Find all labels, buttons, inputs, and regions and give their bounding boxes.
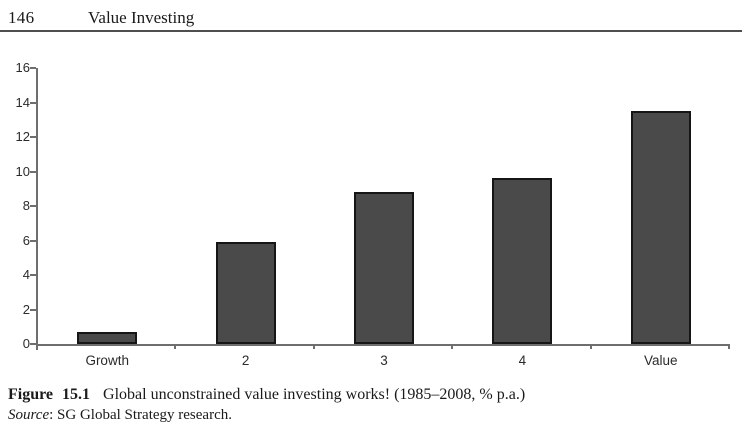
y-tick-label: 14 — [15, 94, 30, 110]
y-tick-mark — [30, 170, 36, 173]
x-category-label: 2 — [241, 353, 250, 368]
page-header: 146 Value Investing — [0, 0, 742, 32]
figure-caption: Figure 15.1 Global unconstrained value in… — [8, 385, 525, 425]
x-category-label: Value — [644, 353, 678, 368]
bar — [630, 111, 691, 344]
bar — [354, 192, 414, 344]
source-line: Source: SG Global Strategy research. — [8, 405, 525, 425]
x-category-label: Growth — [85, 353, 129, 368]
bar — [215, 242, 276, 344]
running-title: Value Investing — [88, 8, 195, 27]
y-tick-label: 16 — [15, 60, 30, 75]
x-tick-mark — [728, 344, 730, 349]
y-tick-label: 10 — [15, 163, 30, 179]
y-tick-mark — [30, 239, 36, 242]
figure-title: Global unconstrained value investing wor… — [103, 386, 526, 403]
x-tick-mark — [451, 344, 454, 349]
y-tick-label: 0 — [22, 336, 30, 351]
y-tick-label: 12 — [15, 129, 30, 144]
y-tick-mark — [30, 308, 36, 311]
figure-label: Figure 15.1 — [8, 386, 91, 403]
source-label: Source — [8, 407, 50, 423]
page-number: 146 — [8, 8, 35, 27]
x-tick-mark — [589, 344, 592, 349]
x-tick-mark — [174, 344, 177, 349]
source-text: : SG Global Strategy research. — [49, 407, 232, 423]
figure-chart: 0 2 4 6 8 10 12 14 16 Growth 2 3 4 Value — [16, 60, 730, 368]
y-tick-label: 6 — [22, 232, 30, 248]
x-category-label: 3 — [380, 353, 388, 368]
header-rule — [0, 30, 742, 32]
y-tick-mark — [30, 343, 36, 345]
y-tick-mark — [30, 136, 36, 138]
figure-title-line: Figure 15.1 Global unconstrained value in… — [8, 385, 525, 405]
x-category-label: 4 — [518, 353, 527, 368]
y-tick-mark — [30, 67, 36, 69]
plot-area: 0 2 4 6 8 10 12 14 16 Growth 2 3 4 Value — [16, 60, 730, 368]
y-tick-label: 4 — [22, 267, 30, 282]
x-tick-mark — [312, 344, 315, 349]
bar — [77, 331, 138, 344]
y-tick-label: 2 — [22, 301, 30, 317]
bar — [492, 178, 553, 344]
y-tick-mark — [30, 205, 36, 207]
y-tick-label: 8 — [22, 198, 30, 213]
y-tick-mark — [30, 101, 36, 104]
y-axis-stub — [36, 344, 38, 350]
y-tick-mark — [30, 274, 36, 276]
